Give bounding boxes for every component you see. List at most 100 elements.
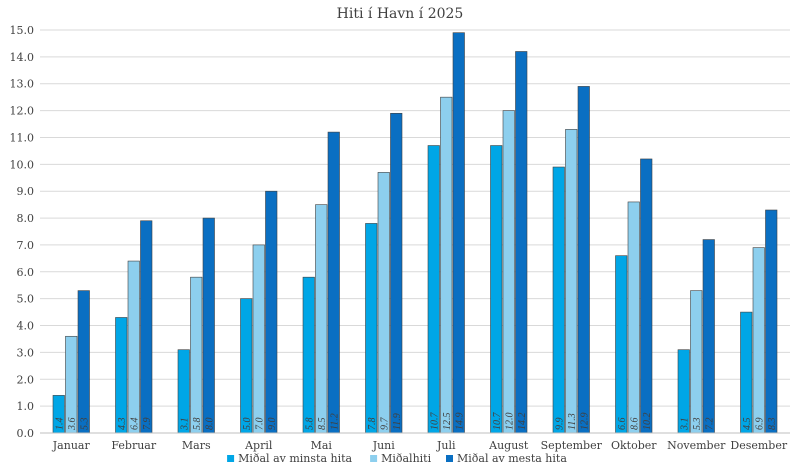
data-label: 3.1 — [679, 418, 690, 432]
bar — [490, 145, 503, 434]
bar — [577, 86, 590, 434]
data-label: 1.4 — [54, 418, 65, 431]
data-label: 11.2 — [329, 413, 340, 430]
y-tick-label: 3.0 — [17, 346, 35, 359]
data-label: 8.0 — [204, 418, 215, 431]
bar — [252, 244, 265, 434]
x-tick-label: August — [488, 439, 529, 452]
y-tick-label: 7.0 — [17, 239, 35, 252]
data-label: 14.9 — [454, 413, 465, 431]
x-tick-label: Juni — [372, 439, 396, 452]
bar — [240, 298, 253, 434]
y-tick-label: 15.0 — [10, 24, 35, 37]
data-label: 7.9 — [142, 418, 153, 431]
data-label: 12.0 — [504, 413, 515, 431]
data-label: 5.8 — [304, 418, 315, 431]
bar — [752, 247, 765, 434]
bars-layer — [52, 32, 778, 434]
bar — [302, 276, 315, 434]
data-label: 7.2 — [704, 418, 715, 431]
data-label: 11.3 — [567, 413, 578, 430]
data-label: 12.5 — [442, 413, 453, 431]
y-tick-label: 1.0 — [17, 400, 35, 413]
x-tick-label: November — [667, 439, 726, 452]
x-tick-label: September — [541, 439, 603, 452]
x-tick-label: April — [244, 439, 273, 452]
bar — [740, 311, 753, 434]
data-label: 5.3 — [79, 418, 90, 431]
legend-label: Miðalhiti — [381, 452, 432, 465]
bar — [315, 204, 328, 434]
data-label: 4.5 — [742, 418, 753, 431]
data-label: 7.8 — [367, 418, 378, 431]
bar — [627, 201, 640, 434]
legend-swatch — [370, 455, 378, 462]
data-label: 8.3 — [767, 418, 778, 431]
bar — [190, 276, 203, 434]
data-label: 10.7 — [429, 412, 440, 431]
data-labels-layer: 1.4 3.6 5.3 4.3 6.4 7.9 3.1 5.8 8.0 5.0 7.0 9.0 5.8 8… — [54, 412, 778, 432]
x-tick-label: Januar — [52, 439, 91, 452]
legend-swatch — [227, 455, 235, 462]
bar — [502, 110, 515, 434]
bar — [377, 172, 390, 434]
data-label: 5.3 — [692, 418, 703, 431]
legend-label: Miðal av mesta hita — [457, 452, 567, 465]
data-label: 8.6 — [629, 418, 640, 431]
x-tick-label: Mai — [311, 439, 333, 452]
bar — [115, 317, 128, 434]
y-tick-label: 6.0 — [17, 266, 35, 279]
data-label: 5.0 — [242, 418, 253, 431]
y-tick-label: 13.0 — [10, 78, 35, 91]
bar — [365, 223, 378, 434]
x-axis: Januar Februar Mars April Mai Juni Juli August S… — [40, 432, 790, 452]
chart-title: Hiti í Havn í 2025 — [337, 6, 464, 22]
legend: Miðal av minsta hita Miðalhiti Miðal av me… — [227, 452, 567, 465]
x-tick-label: Mars — [182, 439, 211, 452]
data-label: 9.0 — [267, 418, 278, 431]
bar — [440, 96, 453, 434]
bar — [427, 145, 440, 434]
x-tick-label: Februar — [111, 439, 156, 452]
bar — [615, 255, 628, 434]
bar — [690, 290, 703, 434]
bar — [127, 260, 140, 434]
data-label: 7.0 — [254, 418, 265, 431]
y-tick-label: 5.0 — [17, 293, 35, 306]
x-tick-label: Desember — [730, 439, 787, 452]
bar — [515, 51, 528, 434]
y-tick-label: 8.0 — [17, 212, 35, 225]
bar — [702, 239, 715, 434]
data-label: 3.6 — [67, 418, 78, 432]
y-tick-label: 10.0 — [10, 158, 35, 171]
bar — [390, 112, 403, 434]
y-tick-label: 11.0 — [10, 131, 35, 144]
y-tick-label: 0.0 — [17, 427, 35, 440]
data-label: 9.9 — [554, 418, 565, 431]
bar — [327, 131, 340, 434]
data-label: 5.8 — [192, 418, 203, 431]
x-tick-label: Juli — [436, 439, 456, 452]
data-label: 8.5 — [317, 418, 328, 431]
grid-layer: 0.0 1.0 2.0 3.0 4.0 5.0 6.0 7.0 8.0 9.0 10.0 11.0 12… — [10, 24, 790, 440]
bar — [140, 220, 153, 434]
bar — [452, 32, 465, 434]
bar — [265, 190, 278, 434]
bar — [640, 158, 653, 434]
y-tick-label: 4.0 — [17, 320, 35, 333]
y-tick-label: 2.0 — [17, 373, 35, 386]
bar — [765, 209, 778, 434]
data-label: 6.6 — [617, 418, 628, 431]
y-tick-label: 14.0 — [10, 51, 35, 64]
data-label: 6.4 — [129, 418, 140, 431]
data-label: 3.1 — [179, 418, 190, 432]
data-label: 10.2 — [642, 413, 653, 431]
bar — [77, 290, 90, 434]
data-label: 11.9 — [392, 413, 403, 430]
data-label: 14.2 — [517, 413, 528, 431]
data-label: 6.9 — [754, 418, 765, 431]
data-label: 10.7 — [492, 412, 503, 431]
y-tick-label: 12.0 — [10, 105, 35, 118]
bar — [202, 217, 215, 434]
